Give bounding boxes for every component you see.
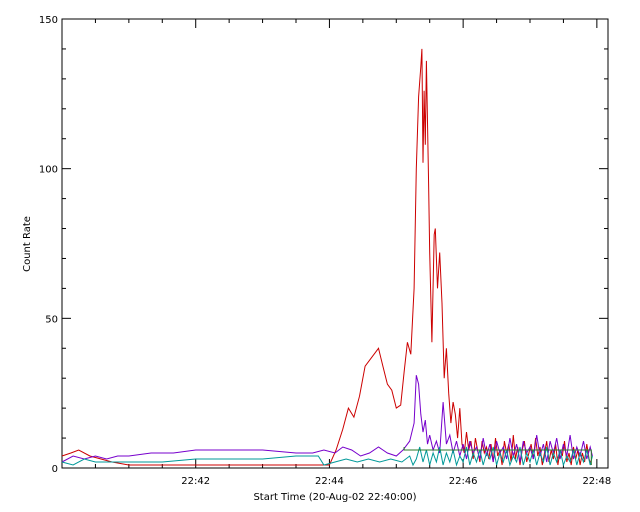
x-tick-label: 22:46	[449, 476, 478, 487]
y-tick-label: 150	[39, 15, 58, 26]
y-tick-label: 0	[52, 464, 58, 475]
x-axis-label: Start Time (20-Aug-02 22:40:00)	[253, 492, 416, 503]
series-line-4	[403, 447, 592, 465]
series-line-1	[61, 48, 592, 466]
y-tick-label: 50	[45, 314, 58, 325]
y-axis-label: Count Rate	[22, 216, 33, 272]
x-tick-label: 22:42	[181, 476, 210, 487]
series-layer	[61, 48, 593, 467]
series-line-2	[61, 375, 593, 463]
y-tick-label: 100	[39, 165, 58, 176]
plot-frame	[61, 18, 609, 469]
series-line-3	[61, 446, 593, 467]
y-axis-ticks: 0 50 100 150	[39, 15, 608, 475]
x-axis-ticks: 22:42 22:44 22:46 22:48	[61, 19, 611, 487]
x-tick-label: 22:48	[582, 476, 611, 487]
x-tick-label: 22:44	[315, 476, 344, 487]
